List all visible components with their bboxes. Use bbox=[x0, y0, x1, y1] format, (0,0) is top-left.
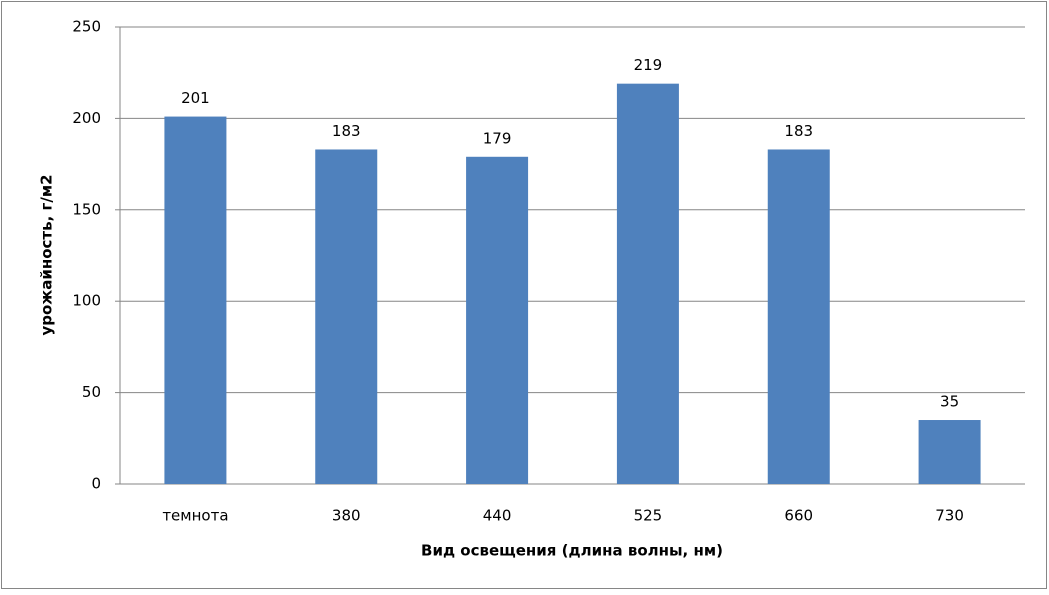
y-tick-label: 100 bbox=[72, 292, 101, 310]
y-tick-label: 250 bbox=[72, 18, 101, 36]
bar bbox=[315, 149, 378, 484]
data-label: 183 bbox=[332, 122, 361, 140]
data-label: 219 bbox=[634, 56, 663, 74]
y-tick-label: 50 bbox=[82, 383, 101, 401]
x-tick-label: 730 bbox=[935, 507, 964, 525]
x-axis-title: Вид освещения (длина волны, нм) bbox=[421, 542, 723, 560]
data-label: 183 bbox=[784, 122, 813, 140]
bar bbox=[918, 420, 981, 484]
y-tick-label: 150 bbox=[72, 200, 101, 218]
data-label: 179 bbox=[483, 129, 512, 147]
bar bbox=[466, 156, 529, 484]
data-label: 35 bbox=[940, 393, 959, 411]
bar bbox=[164, 116, 227, 485]
x-tick-label: 660 bbox=[784, 507, 813, 525]
x-tick-label: 440 bbox=[483, 507, 512, 525]
data-label: 201 bbox=[181, 89, 210, 107]
y-tick-label: 0 bbox=[91, 475, 101, 493]
x-tick-label: темнота bbox=[162, 507, 228, 525]
x-tick-label: 380 bbox=[332, 507, 361, 525]
x-tick-label: 525 bbox=[634, 507, 663, 525]
bar bbox=[616, 83, 679, 484]
bar bbox=[767, 149, 830, 484]
y-axis-title: урожайность, г/м2 bbox=[38, 174, 56, 335]
y-tick-label: 200 bbox=[72, 109, 101, 127]
